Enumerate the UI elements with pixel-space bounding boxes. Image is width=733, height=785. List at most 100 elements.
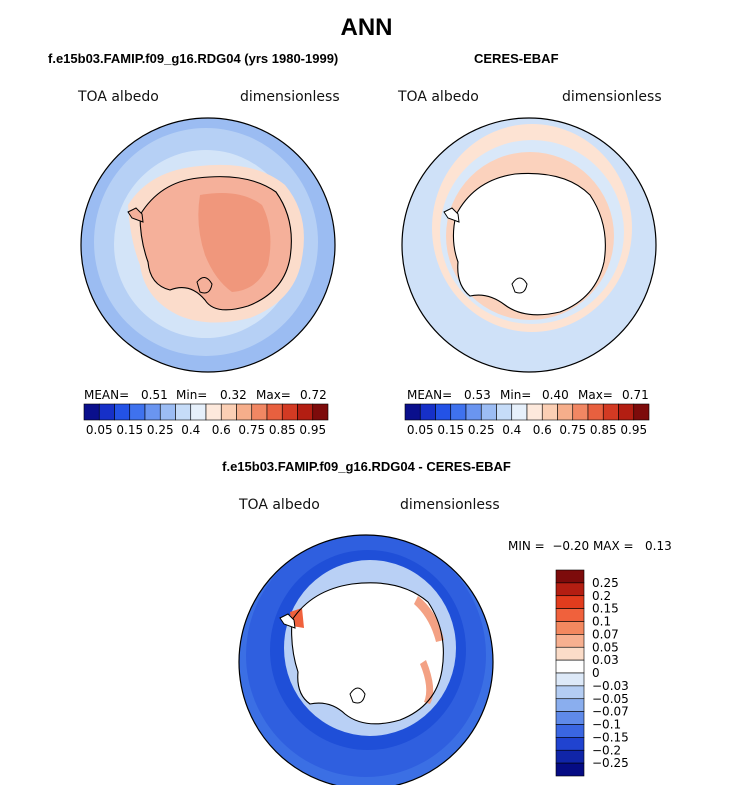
panel1-colorbar-box xyxy=(205,403,222,421)
panel3-minmax-text: MIN = −0.20 MAX = 0.13 xyxy=(508,539,672,553)
panel2-colorbar-tick-label: 0.85 xyxy=(590,423,617,437)
panel1-peninsula xyxy=(127,207,144,223)
panel1-min-value: 0.32 xyxy=(220,388,247,402)
panel1-colorbar-tick-label: 0.6 xyxy=(212,423,231,437)
panel3-colorbar-tick-label: 0.05 xyxy=(592,640,619,654)
panel1-coastline xyxy=(139,176,292,311)
panel2-colorbar-box xyxy=(435,403,452,421)
panel3-colorbar-tick-label: 0.07 xyxy=(592,627,619,641)
panel3-colorbar-tick-label: 0 xyxy=(592,666,600,680)
panel2-colorbar-tick-label: 0.6 xyxy=(533,423,552,437)
panel2-colorbar-box xyxy=(587,403,604,421)
panel3-antarctica-nodata xyxy=(291,582,444,724)
panel1-colorbar-box xyxy=(129,403,146,421)
panel3-colorbar: 0.250.20.150.10.070.050.030−0.03−0.05−0.… xyxy=(555,569,629,777)
panel2-units-label: dimensionless xyxy=(562,89,662,105)
panel1-colorbar: 0.05 0.15 0.25 0.4 0.6 0.75 0.85 0.95 xyxy=(83,403,329,437)
panel3-colorbar-box xyxy=(555,724,585,738)
panel1-colorbar-tick-label: 0.75 xyxy=(238,423,265,437)
panel1-mean-value: 0.51 xyxy=(141,388,168,402)
panel3-positive-east xyxy=(414,596,444,642)
panel1-colorbar-box xyxy=(190,403,207,421)
panel3-variable-label: TOA albedo xyxy=(239,497,320,513)
panel2-min-value: 0.40 xyxy=(542,388,569,402)
panel2-colorbar: 0.05 0.15 0.25 0.4 0.6 0.75 0.85 0.95 xyxy=(404,403,650,437)
panel2-map xyxy=(402,118,656,372)
panel1-colorbar-box xyxy=(312,403,329,421)
panel3-positive-southeast xyxy=(420,660,434,704)
panel2-colorbar-tick-label: 0.25 xyxy=(468,423,495,437)
panel2-variable-label: TOA albedo xyxy=(398,89,479,105)
panel1-colorbar-tick-label: 0.15 xyxy=(116,423,143,437)
panel3-ross-shelf xyxy=(349,687,366,704)
panel2-colorbar-box xyxy=(450,403,467,421)
panel3-colorbar-box xyxy=(555,711,585,725)
panel2-title: CERES-EBAF xyxy=(474,51,559,66)
panel1-colorbar-box xyxy=(114,403,131,421)
panel2-colorbar-box xyxy=(633,403,650,421)
panel2-colorbar-box xyxy=(480,403,497,421)
panel1-colorbar-tick-label: 0.25 xyxy=(147,423,174,437)
panel1-plateau-albedo xyxy=(198,192,271,292)
panel3-colorbar-tick-label: −0.03 xyxy=(592,679,629,693)
panel2-peninsula xyxy=(443,207,460,223)
panel1-max-value: 0.72 xyxy=(300,388,327,402)
panel2-colorbar-box xyxy=(557,403,574,421)
panel2-max-value: 0.71 xyxy=(622,388,649,402)
panel1-max-label: Max= xyxy=(256,388,291,402)
panel2-colorbar-tick-label: 0.4 xyxy=(502,423,521,437)
panel1-colorbar-box xyxy=(83,403,100,421)
panel1-min-label: Min= xyxy=(176,388,208,402)
panel2-ross-shelf xyxy=(511,277,528,294)
panel3-colorbar-tick-label: 0.25 xyxy=(592,576,619,590)
panel1-colorbar-box xyxy=(281,403,298,421)
panel3-colorbar-box xyxy=(555,737,585,751)
panel1-colorbar-box xyxy=(220,403,237,421)
panel3-colorbar-box xyxy=(555,672,585,687)
panel1-title: f.e15b03.FAMIP.f09_g16.RDG04 (yrs 1980-1… xyxy=(48,51,339,66)
panel3-colorbar-box xyxy=(555,569,585,584)
panel2-colorbar-tick-label: 0.05 xyxy=(407,423,434,437)
panel3-colorbar-box xyxy=(555,659,585,674)
panel1-map-border xyxy=(80,117,336,373)
panel3-colorbar-box xyxy=(555,595,585,609)
panel2-colorbar-box xyxy=(541,403,558,421)
panel3-colorbar-box xyxy=(555,762,585,777)
panel2-map-border xyxy=(401,117,657,373)
figure-title: ANN xyxy=(340,14,393,41)
panel1-colorbar-box xyxy=(159,403,176,421)
panel3-colorbar-tick-label: −0.05 xyxy=(592,692,629,706)
panel3-colorbar-box xyxy=(555,749,585,764)
panel1-colorbar-tick-label: 0.05 xyxy=(86,423,113,437)
panel2-colorbar-tick-label: 0.95 xyxy=(620,423,647,437)
panel2-colorbar-box xyxy=(404,403,421,421)
panel2-antarctica-nodata xyxy=(453,173,606,315)
panel3-colorbar-box xyxy=(555,608,585,622)
panel2-mean-label: MEAN= xyxy=(407,388,453,402)
panel1-colorbar-box xyxy=(251,403,268,421)
panel2-colorbar-box xyxy=(572,403,589,421)
panel2-colorbar-box xyxy=(526,403,543,421)
panel2-colorbar-box xyxy=(511,403,528,421)
panel1-colorbar-tick-label: 0.95 xyxy=(299,423,326,437)
panel2-min-label: Min= xyxy=(500,388,532,402)
panel3-colorbar-box xyxy=(555,582,585,597)
panel1-colorbar-box xyxy=(266,403,283,421)
panel2-colorbar-tick-label: 0.15 xyxy=(437,423,464,437)
panel3-colorbar-box xyxy=(555,646,585,661)
panel3-colorbar-box xyxy=(555,634,585,648)
panel3-title: f.e15b03.FAMIP.f09_g16.RDG04 - CERES-EBA… xyxy=(222,459,511,474)
panel3-colorbar-box xyxy=(555,621,585,635)
panel3-colorbar-tick-label: 0.03 xyxy=(592,653,619,667)
panel1-map xyxy=(81,118,335,372)
panel2-colorbar-box xyxy=(419,403,436,421)
panel3-colorbar-tick-label: 0.2 xyxy=(592,589,611,603)
panel1-colorbar-tick-label: 0.4 xyxy=(181,423,200,437)
panel1-variable-label: TOA albedo xyxy=(78,89,159,105)
panel2-colorbar-box xyxy=(465,403,482,421)
panel3-colorbar-tick-label: 0.1 xyxy=(592,615,611,629)
panel1-mean-label: MEAN= xyxy=(84,388,130,402)
panel3-colorbar-box xyxy=(555,685,585,700)
